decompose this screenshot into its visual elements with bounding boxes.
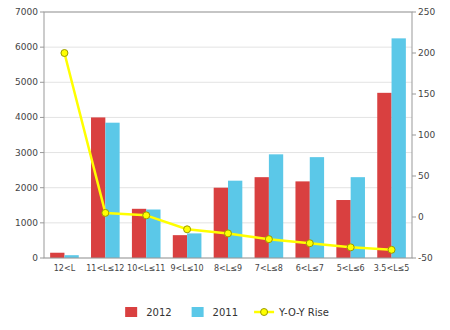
bar [50,253,64,258]
grid-line [44,47,412,48]
y-tick-label: 7000 [15,7,38,17]
chart-container: 0 1000 2000 3000 4000 5000 6000 7000 -50 0 50 100 15… [0,0,450,330]
y2-tick [412,258,416,259]
bar [187,233,201,258]
x-tick-label: 6<L≤7 [296,264,324,273]
y2-tick [412,12,416,13]
x-tick-label: 8<L≤9 [214,264,242,273]
bar [173,235,187,258]
plot-frame [44,12,412,258]
bar [228,181,242,258]
x-tick-label: 11<L≤12 [86,264,124,273]
x-tick-label: 9<L≤10 [171,264,204,273]
y-tick [40,222,44,223]
line-marker [143,212,150,219]
y-tick-label: 5000 [15,77,38,87]
y2-tick-label: 200 [418,48,435,58]
chart-svg: 0 1000 2000 3000 4000 5000 6000 7000 -50 0 50 100 15… [0,0,450,330]
y2-tick-label: 0 [418,212,424,222]
x-tick-label: 3.5<L≤5 [374,264,410,273]
y2-tick [412,217,416,218]
y-tick [40,82,44,83]
line-marker [388,246,395,253]
y2-tick-label: -50 [418,253,433,263]
y2-tick [412,94,416,95]
line-marker [347,244,354,251]
x-tick-label: 7<L≤8 [255,264,283,273]
y-tick [40,187,44,188]
line [64,53,391,250]
y2-tick [412,135,416,136]
line-marker [306,240,313,247]
y2-tick-label: 250 [418,7,435,17]
y-tick-label: 4000 [15,112,38,122]
line-marker [184,226,191,233]
legend-label: Y-O-Y Rise [278,307,329,318]
y-tick-label: 0 [32,253,38,263]
legend-swatch [192,307,204,317]
y-tick [40,47,44,48]
y-tick-label: 6000 [15,42,38,52]
y-tick-label: 1000 [15,218,38,228]
bar [255,177,269,258]
legend-item: Y-O-Y Rise [254,307,329,318]
marks [50,38,406,258]
legend-item: 2011 [192,307,238,318]
y2-tick [412,53,416,54]
y-tick [40,12,44,13]
y-tick-label: 2000 [15,183,38,193]
legend-swatch-marker [261,309,268,316]
legend-item: 2012 [125,307,171,318]
y-tick-label: 3000 [15,148,38,158]
y2-tick [412,176,416,177]
bar [105,123,119,258]
line-marker [102,209,109,216]
x-tick-label: 12<L [54,264,76,273]
x-tick-label: 10<L≤11 [127,264,165,273]
y2-tick-label: 50 [418,171,430,181]
y2-tick-label: 150 [418,89,435,99]
y-tick [40,152,44,153]
line-marker [265,236,272,243]
x-tick-label: 5<L≤6 [337,264,365,273]
legend-label: 2012 [146,307,171,318]
y2-tick-label: 100 [418,130,435,140]
legend-swatch [125,307,137,317]
axes: 0 1000 2000 3000 4000 5000 6000 7000 -50 0 50 100 15… [15,7,435,273]
bar [377,93,391,258]
grid [44,12,412,258]
bar [214,188,228,258]
y-tick [40,117,44,118]
y-tick [40,258,44,259]
bar [392,38,406,258]
legend-label: 2011 [213,307,238,318]
line-marker [225,230,232,237]
legend: 2012 2011 Y-O-Y Rise [125,307,329,318]
grid-line [44,82,412,83]
line-marker [61,50,68,57]
